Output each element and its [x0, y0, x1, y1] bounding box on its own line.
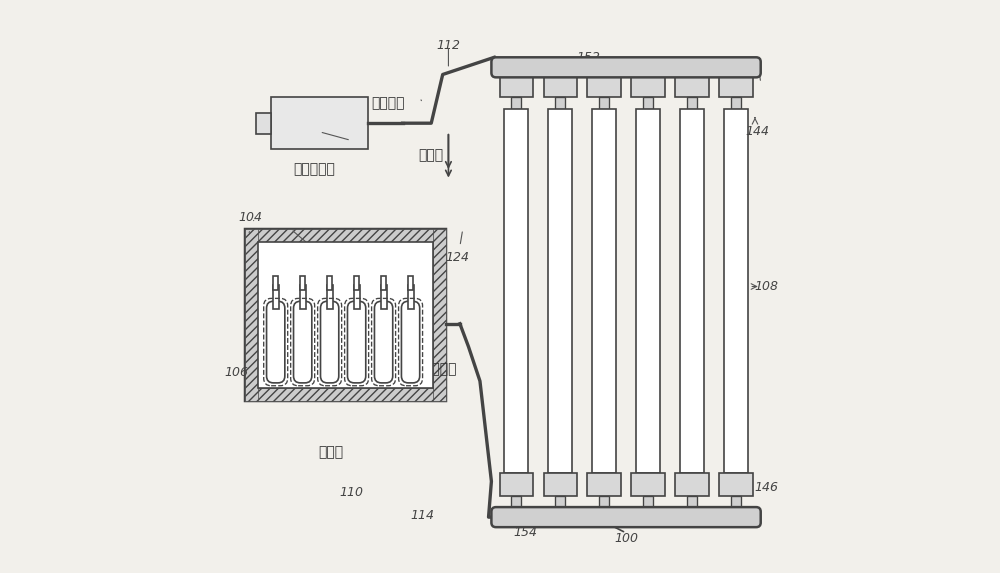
FancyBboxPatch shape: [491, 507, 761, 527]
Bar: [408, 285, 414, 309]
Text: 吸收器管: 吸收器管: [423, 363, 457, 376]
Bar: [555, 496, 565, 510]
FancyBboxPatch shape: [491, 57, 761, 77]
Bar: [731, 496, 741, 510]
Text: 144: 144: [746, 125, 770, 138]
Bar: [731, 97, 741, 109]
Bar: [258, 242, 433, 388]
Text: 真空冷却器: 真空冷却器: [293, 162, 335, 176]
Bar: [555, 97, 565, 109]
Bar: [548, 109, 572, 473]
Bar: [719, 473, 753, 496]
Bar: [300, 285, 306, 309]
Text: 152: 152: [577, 51, 601, 64]
Bar: [256, 113, 271, 134]
Bar: [687, 97, 697, 109]
Bar: [354, 276, 359, 291]
Text: 水蒸气: 水蒸气: [419, 148, 444, 162]
Bar: [631, 74, 665, 97]
FancyBboxPatch shape: [321, 301, 339, 383]
Bar: [643, 496, 653, 510]
Bar: [631, 473, 665, 496]
Bar: [381, 276, 386, 291]
Text: 146: 146: [754, 481, 778, 493]
Bar: [500, 473, 533, 496]
Bar: [592, 109, 616, 473]
Bar: [599, 496, 609, 510]
Text: 100: 100: [614, 532, 638, 545]
Bar: [511, 97, 521, 109]
Text: 124: 124: [445, 252, 469, 264]
Bar: [504, 109, 528, 473]
Text: 114: 114: [411, 509, 435, 522]
Bar: [544, 74, 577, 97]
Bar: [271, 97, 368, 149]
Bar: [300, 276, 305, 291]
Bar: [643, 97, 653, 109]
Bar: [327, 276, 332, 291]
Bar: [273, 285, 279, 309]
FancyBboxPatch shape: [374, 301, 393, 383]
Text: 106: 106: [224, 366, 248, 379]
Bar: [245, 229, 446, 401]
Bar: [433, 229, 446, 401]
Bar: [273, 276, 278, 291]
Bar: [511, 496, 521, 510]
Bar: [719, 74, 753, 97]
Bar: [544, 473, 577, 496]
Text: 154: 154: [514, 527, 538, 539]
Text: 110: 110: [339, 486, 363, 499]
Bar: [354, 285, 360, 309]
Bar: [327, 285, 333, 309]
Bar: [245, 229, 258, 401]
Bar: [587, 473, 621, 496]
FancyBboxPatch shape: [401, 301, 420, 383]
Text: 102: 102: [330, 378, 354, 390]
Bar: [687, 496, 697, 510]
FancyBboxPatch shape: [294, 301, 312, 383]
Bar: [245, 229, 446, 242]
Bar: [724, 109, 748, 473]
Bar: [675, 74, 709, 97]
Bar: [500, 74, 533, 97]
Bar: [675, 473, 709, 496]
Text: 带有蒸发套筒
的饮料: 带有蒸发套筒 的饮料: [314, 340, 365, 370]
Text: 输送管线: 输送管线: [372, 96, 405, 110]
Bar: [599, 97, 609, 109]
Text: 112: 112: [436, 40, 460, 52]
Bar: [680, 109, 704, 473]
Bar: [636, 109, 660, 473]
Text: 真空泵: 真空泵: [318, 446, 344, 460]
FancyBboxPatch shape: [347, 301, 366, 383]
Text: 104: 104: [239, 211, 263, 224]
Bar: [408, 276, 413, 291]
FancyBboxPatch shape: [267, 301, 285, 383]
Bar: [381, 285, 387, 309]
Text: 108: 108: [754, 280, 778, 293]
Bar: [245, 388, 446, 401]
Bar: [587, 74, 621, 97]
